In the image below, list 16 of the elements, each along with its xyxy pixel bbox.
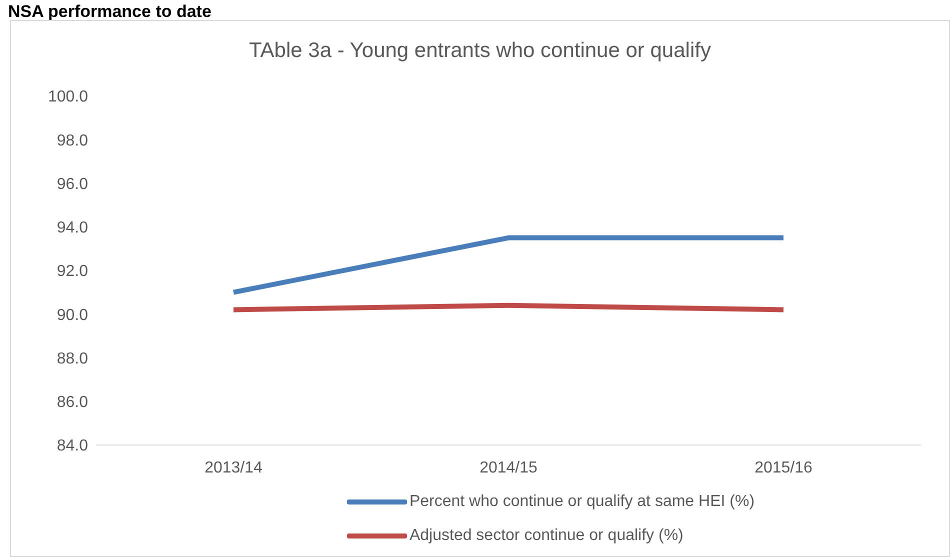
y-tick-label: 98.0 [56,132,88,150]
x-tick-label: 2015/16 [754,459,813,476]
y-tick-label: 96.0 [56,176,88,193]
y-tick-label: 92.0 [56,263,88,280]
y-tick-label: 86.0 [56,394,88,412]
y-tick-label: 94.0 [56,220,88,237]
y-tick-label: 88.0 [56,350,88,368]
y-tick-label: 90.0 [56,306,88,324]
y-tick-label: 84.0 [56,438,88,455]
chart-title: TAble 3a - Young entrants who continue or qualify [248,39,712,63]
y-tick-label: 100.0 [48,88,88,106]
legend-label: Percent who continue or qualify at same HEI (%) [409,493,755,511]
x-tick-label: 2014/15 [480,459,538,476]
text: NSA performance to date [8,2,212,22]
x-tick-label: 2013/14 [204,459,263,476]
legend-label: Adjusted sector continue or qualify (%) [409,527,684,545]
